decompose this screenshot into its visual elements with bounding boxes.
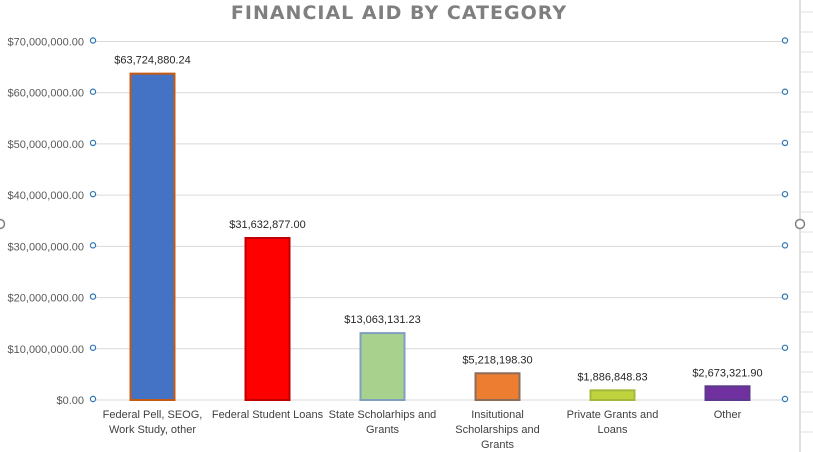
bar[interactable]	[129, 72, 176, 402]
x-tick-label: Grants	[366, 424, 400, 436]
data-label: $2,673,321.90	[692, 367, 762, 379]
x-tick-label: Other	[714, 409, 742, 421]
data-label: $13,063,131.23	[344, 314, 420, 326]
data-label: $31,632,877.00	[229, 219, 305, 231]
x-tick-label: State Scholarhips and	[329, 409, 437, 421]
bar[interactable]	[704, 385, 751, 402]
gridline-handle[interactable]	[89, 242, 97, 249]
gridline-handle[interactable]	[89, 344, 97, 351]
resize-handle[interactable]	[0, 218, 6, 230]
gridline-handle[interactable]	[89, 190, 97, 198]
x-tick-label: Loans	[598, 424, 628, 436]
x-tick-label: Federal Pell, SEOG,	[103, 409, 203, 421]
x-tick-label: Grants	[481, 439, 515, 451]
bar[interactable]	[359, 332, 406, 402]
gridline-handle[interactable]	[89, 139, 97, 147]
gridline-handle[interactable]	[781, 293, 789, 300]
gridline-handle[interactable]	[781, 139, 789, 147]
y-tick-label: $10,000,000.00	[8, 344, 84, 356]
gridline-handle[interactable]	[781, 37, 789, 44]
gridline-handle[interactable]	[781, 190, 789, 198]
y-tick-label: $70,000,000.00	[8, 37, 84, 49]
bar[interactable]	[474, 372, 521, 401]
gridline-handle[interactable]	[89, 37, 97, 44]
resize-handle[interactable]	[794, 218, 806, 230]
gridline-handle[interactable]	[89, 395, 97, 403]
gridline-handle[interactable]	[781, 242, 789, 249]
x-tick-label: Work Study, other	[109, 424, 196, 436]
data-label: $5,218,198.30	[462, 354, 532, 366]
data-label: $63,724,880.24	[114, 55, 190, 67]
bar[interactable]	[589, 389, 636, 402]
y-tick-label: $0.00	[56, 395, 84, 407]
gridline-handle[interactable]	[781, 344, 789, 351]
y-tick-label: $20,000,000.00	[8, 293, 84, 305]
x-tick-label: Federal Student Loans	[212, 409, 324, 421]
x-tick-label: Private Grants and	[567, 409, 659, 421]
x-tick-label: Scholarships and	[455, 424, 539, 436]
y-tick-label: $30,000,000.00	[8, 241, 84, 253]
y-tick-label: $50,000,000.00	[8, 139, 84, 151]
gridline-handle[interactable]	[781, 88, 789, 95]
y-tick-label: $60,000,000.00	[8, 88, 84, 100]
gridline-handle[interactable]	[781, 395, 789, 403]
y-tick-label: $40,000,000.00	[8, 190, 84, 202]
data-label: $1,886,848.83	[577, 371, 647, 383]
gridline-handle[interactable]	[89, 293, 97, 300]
bar[interactable]	[244, 236, 291, 401]
gridline-handle[interactable]	[89, 88, 97, 95]
x-tick-label: Insitutional	[471, 409, 524, 421]
chart-title: FINANCIAL AID BY CATEGORY	[231, 2, 567, 24]
